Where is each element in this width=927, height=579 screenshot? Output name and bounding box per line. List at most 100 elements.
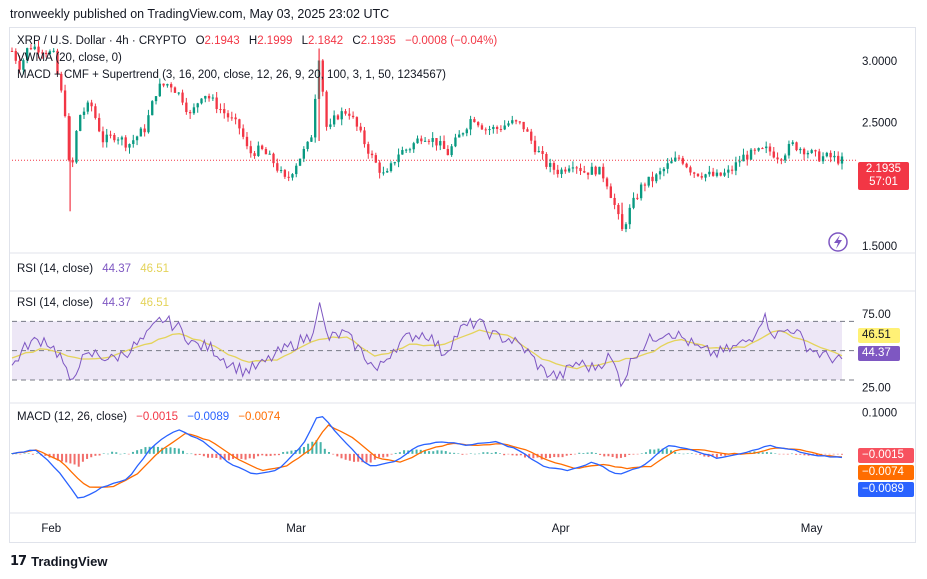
candle-body [287, 176, 290, 178]
candle-body [374, 155, 378, 163]
candle-body [526, 129, 529, 132]
tradingview-logo[interactable]: 17 TradingView [10, 554, 107, 569]
macd-histogram-bar [519, 453, 522, 456]
candle-body [549, 163, 552, 167]
candle-body [787, 143, 791, 156]
macd-hist-tag: −0.0015 [858, 448, 914, 463]
candle-body [837, 155, 840, 164]
rsi-ma-value: 46.51 [140, 297, 170, 309]
candle-body [185, 102, 188, 113]
candle-body [442, 141, 446, 149]
rsi-collapsed-legend[interactable]: RSI (14, close) 44.37 46.51 [17, 263, 169, 275]
macd-histogram-bar [682, 453, 685, 455]
candle-body [404, 149, 408, 151]
price-axis-tick: 3.0000 [862, 56, 897, 68]
macd-histogram-bar [111, 451, 114, 454]
macd-histogram-bar [190, 453, 193, 455]
candle-body [242, 128, 245, 137]
candle-body [196, 103, 199, 108]
macd-histogram-bar [590, 452, 593, 454]
candle-body [768, 146, 772, 152]
price-axis-tick: 2.5000 [862, 118, 897, 130]
macd-cmf-supertrend-legend[interactable]: MACD + CMF + Supertrend (3, 16, 200, clo… [17, 69, 446, 81]
candle-body [541, 150, 544, 155]
macd-axis-tick: 0.1000 [862, 407, 897, 419]
candle-body [624, 224, 628, 230]
macd-histogram-bar [544, 453, 547, 459]
candle-body [393, 162, 396, 164]
time-axis-tick: Feb [41, 523, 61, 535]
candle-body [420, 138, 423, 142]
macd-histogram-bar [44, 453, 47, 456]
candle-body [730, 169, 734, 171]
candle-body [772, 151, 775, 158]
candle-body [571, 167, 575, 169]
rsi-axis-tick: 25.00 [862, 382, 891, 394]
candle-body [704, 174, 707, 178]
candle-body [348, 113, 351, 116]
macd-histogram-bar [31, 453, 34, 455]
macd-histogram-bar [240, 453, 243, 459]
candle-body [321, 60, 324, 92]
lightning-icon[interactable] [828, 232, 848, 252]
macd-histogram-bar [323, 448, 326, 454]
macd-histogram-bar [227, 453, 230, 461]
candle-body [514, 120, 518, 122]
macd-histogram-bar [565, 453, 568, 456]
macd-histogram-bar [448, 452, 451, 454]
macd-histogram-bar [461, 453, 464, 455]
candle-body [75, 130, 78, 163]
candle-body [310, 137, 313, 142]
candle-body [355, 117, 359, 127]
vwma-legend[interactable]: VWMA (20, close, 0) [17, 52, 122, 64]
macd-histogram-bar [444, 451, 447, 454]
candle-body [810, 150, 813, 153]
macd-histogram-bar [686, 453, 689, 454]
candle-body [628, 207, 631, 225]
lightning-icon-bolt [834, 235, 842, 249]
candle-body [643, 184, 647, 186]
candle-body [135, 136, 139, 141]
candle-body [609, 186, 612, 198]
macd-histogram-bar [574, 453, 577, 455]
macd-histogram-bar [344, 453, 347, 460]
rsi-legend[interactable]: RSI (14, close) 44.37 46.51 [17, 297, 169, 309]
candle-body [105, 134, 108, 143]
macd-histogram-bar [340, 453, 343, 459]
candle-body [192, 107, 196, 114]
macd-histogram-bar [498, 453, 501, 454]
candle-body [200, 98, 203, 104]
candle-body [363, 130, 366, 145]
macd-histogram-bar [123, 453, 126, 454]
macd-histogram-bar [440, 450, 443, 454]
candle-body [818, 151, 821, 162]
candle-body [647, 176, 650, 186]
macd-histogram-bar [611, 453, 614, 458]
candle-body [734, 162, 738, 171]
candle-body [507, 123, 510, 126]
candle-body [56, 50, 59, 74]
candle-body [238, 119, 241, 129]
macd-histogram-bar [628, 453, 631, 455]
candle-body [223, 109, 226, 114]
candle-body [48, 51, 52, 55]
candle-body [738, 161, 741, 163]
macd-histogram-bar [453, 452, 456, 454]
macd-histogram-bar [336, 453, 339, 457]
macd-histogram-bar [56, 453, 59, 461]
candle-body [412, 143, 415, 150]
candle-body [124, 137, 127, 148]
symbol-label[interactable]: XRP / U.S. Dollar · 4h · CRYPTO [17, 35, 187, 47]
candle-body [476, 122, 480, 126]
macd-legend[interactable]: MACD (12, 26, close) −0.0015 −0.0089 −0.… [17, 411, 280, 423]
candle-body [484, 129, 487, 131]
macd-histogram-bar [302, 446, 305, 454]
candle-body [518, 121, 522, 123]
macd-histogram-bar [715, 453, 718, 458]
macd-histogram-bar [15, 453, 18, 455]
macd-histogram-bar [644, 452, 647, 454]
macd-histogram-bar [786, 453, 789, 455]
macd-histogram-bar [382, 453, 385, 458]
candle-body [44, 52, 48, 55]
